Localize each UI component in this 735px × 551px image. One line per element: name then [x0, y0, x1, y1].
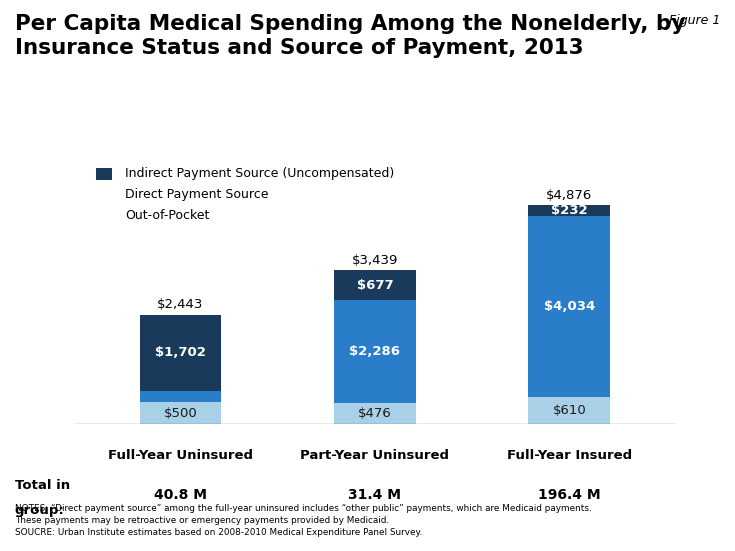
- Bar: [140, 402, 221, 424]
- Text: FOUNDATION: FOUNDATION: [629, 538, 683, 544]
- Text: Total in: Total in: [15, 479, 70, 493]
- Text: $1,702: $1,702: [155, 347, 206, 359]
- Text: Out-of-Pocket: Out-of-Pocket: [125, 209, 209, 222]
- Text: FAMILY: FAMILY: [636, 525, 676, 535]
- Text: Indirect Payment Source (Uncompensated): Indirect Payment Source (Uncompensated): [125, 167, 394, 180]
- Text: Part-Year Uninsured: Part-Year Uninsured: [301, 449, 449, 462]
- Text: Per Capita Medical Spending Among the Nonelderly, by
Insurance Status and Source: Per Capita Medical Spending Among the No…: [15, 14, 685, 58]
- Text: $677: $677: [356, 279, 393, 291]
- Bar: [528, 206, 610, 216]
- Text: $500: $500: [164, 407, 197, 419]
- Text: Full-Year Insured: Full-Year Insured: [506, 449, 632, 462]
- Text: $2,286: $2,286: [349, 345, 401, 358]
- Bar: [334, 403, 416, 424]
- Bar: [140, 315, 221, 391]
- Bar: [528, 397, 610, 424]
- Text: THE HENRY J.: THE HENRY J.: [632, 504, 680, 510]
- Text: $476: $476: [358, 407, 392, 420]
- Text: $3,439: $3,439: [351, 253, 398, 267]
- Text: 196.4 M: 196.4 M: [538, 488, 600, 501]
- Text: Direct Payment Source: Direct Payment Source: [125, 188, 268, 201]
- Bar: [140, 391, 221, 402]
- Text: Full-Year Uninsured: Full-Year Uninsured: [108, 449, 253, 462]
- Text: 31.4 M: 31.4 M: [348, 488, 401, 501]
- Text: $610: $610: [553, 404, 586, 417]
- Text: group:: group:: [15, 504, 65, 517]
- Bar: [528, 216, 610, 397]
- Bar: [334, 270, 416, 300]
- Text: KAISER: KAISER: [628, 512, 684, 526]
- Text: Figure 1: Figure 1: [669, 14, 720, 27]
- Text: $2,443: $2,443: [157, 299, 204, 311]
- Text: $4,034: $4,034: [544, 300, 595, 313]
- Text: NOTES: “Direct payment source” among the full-year uninsured includes “other pub: NOTES: “Direct payment source” among the…: [15, 504, 592, 537]
- Text: $232: $232: [551, 204, 587, 217]
- Text: 40.8 M: 40.8 M: [154, 488, 207, 501]
- Text: $4,876: $4,876: [546, 189, 592, 202]
- Bar: [334, 300, 416, 403]
